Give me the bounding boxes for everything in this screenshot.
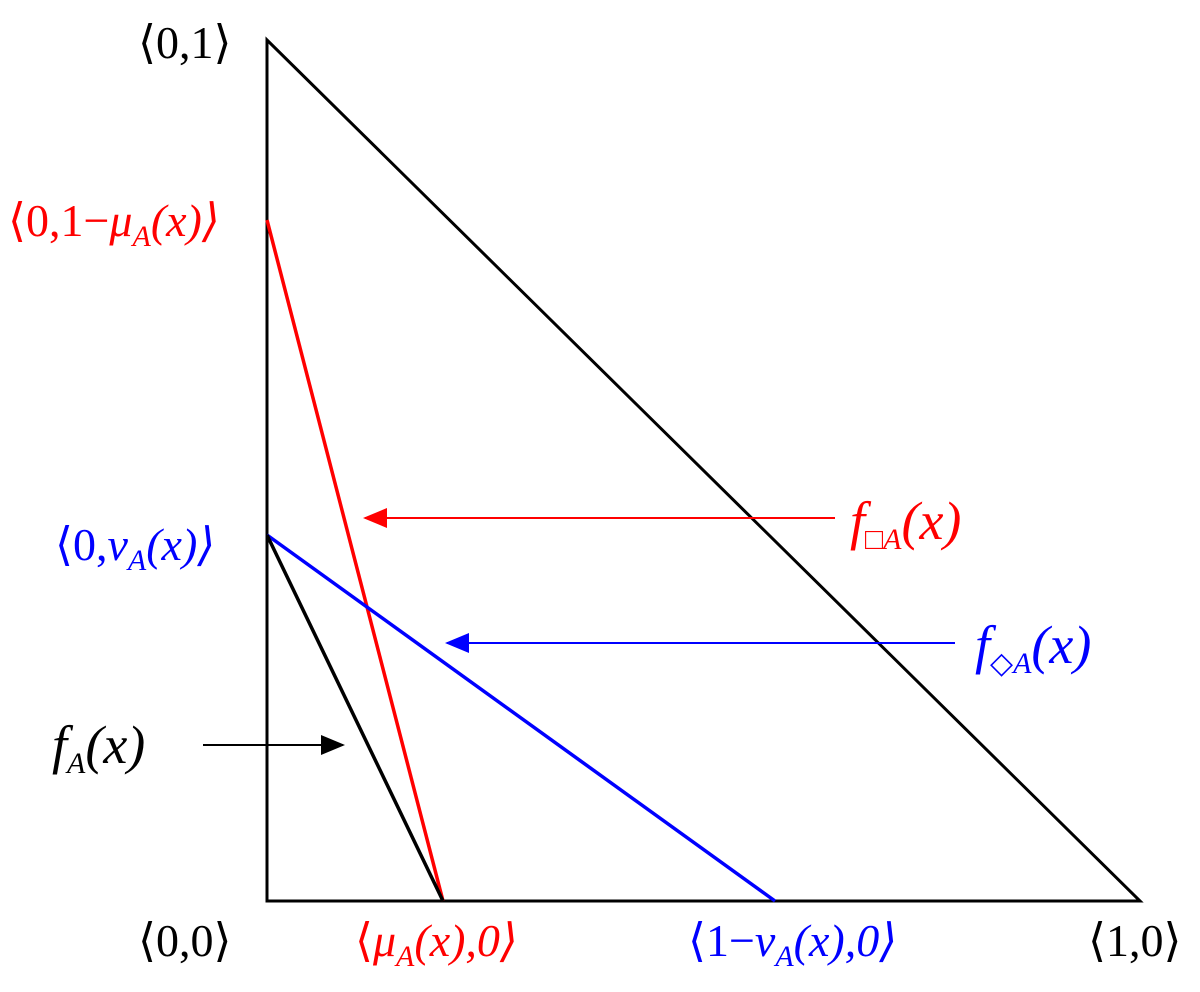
label-right-vertex: ⟨1,0⟩ — [1088, 915, 1182, 966]
label-blue-left: ⟨0,νA(x)⟩ — [55, 519, 216, 577]
black-line — [265, 534, 445, 902]
label-top-vertex: ⟨0,1⟩ — [138, 17, 232, 68]
label-f-diamond-a: f◇A(x) — [975, 615, 1092, 680]
outer-triangle — [265, 36, 1144, 903]
label-red-left: ⟨0,1−μA(x)⟩ — [8, 195, 220, 253]
label-origin: ⟨0,0⟩ — [138, 915, 232, 966]
label-red-bottom: ⟨μA(x),0⟩ — [355, 915, 518, 973]
blue-line — [265, 533, 777, 903]
red-line — [265, 219, 445, 902]
label-blue-bottom: ⟨1−νA(x),0⟩ — [688, 915, 898, 973]
label-f-box-a: f□A(x) — [850, 491, 962, 556]
label-f-a: fA(x) — [52, 715, 146, 780]
